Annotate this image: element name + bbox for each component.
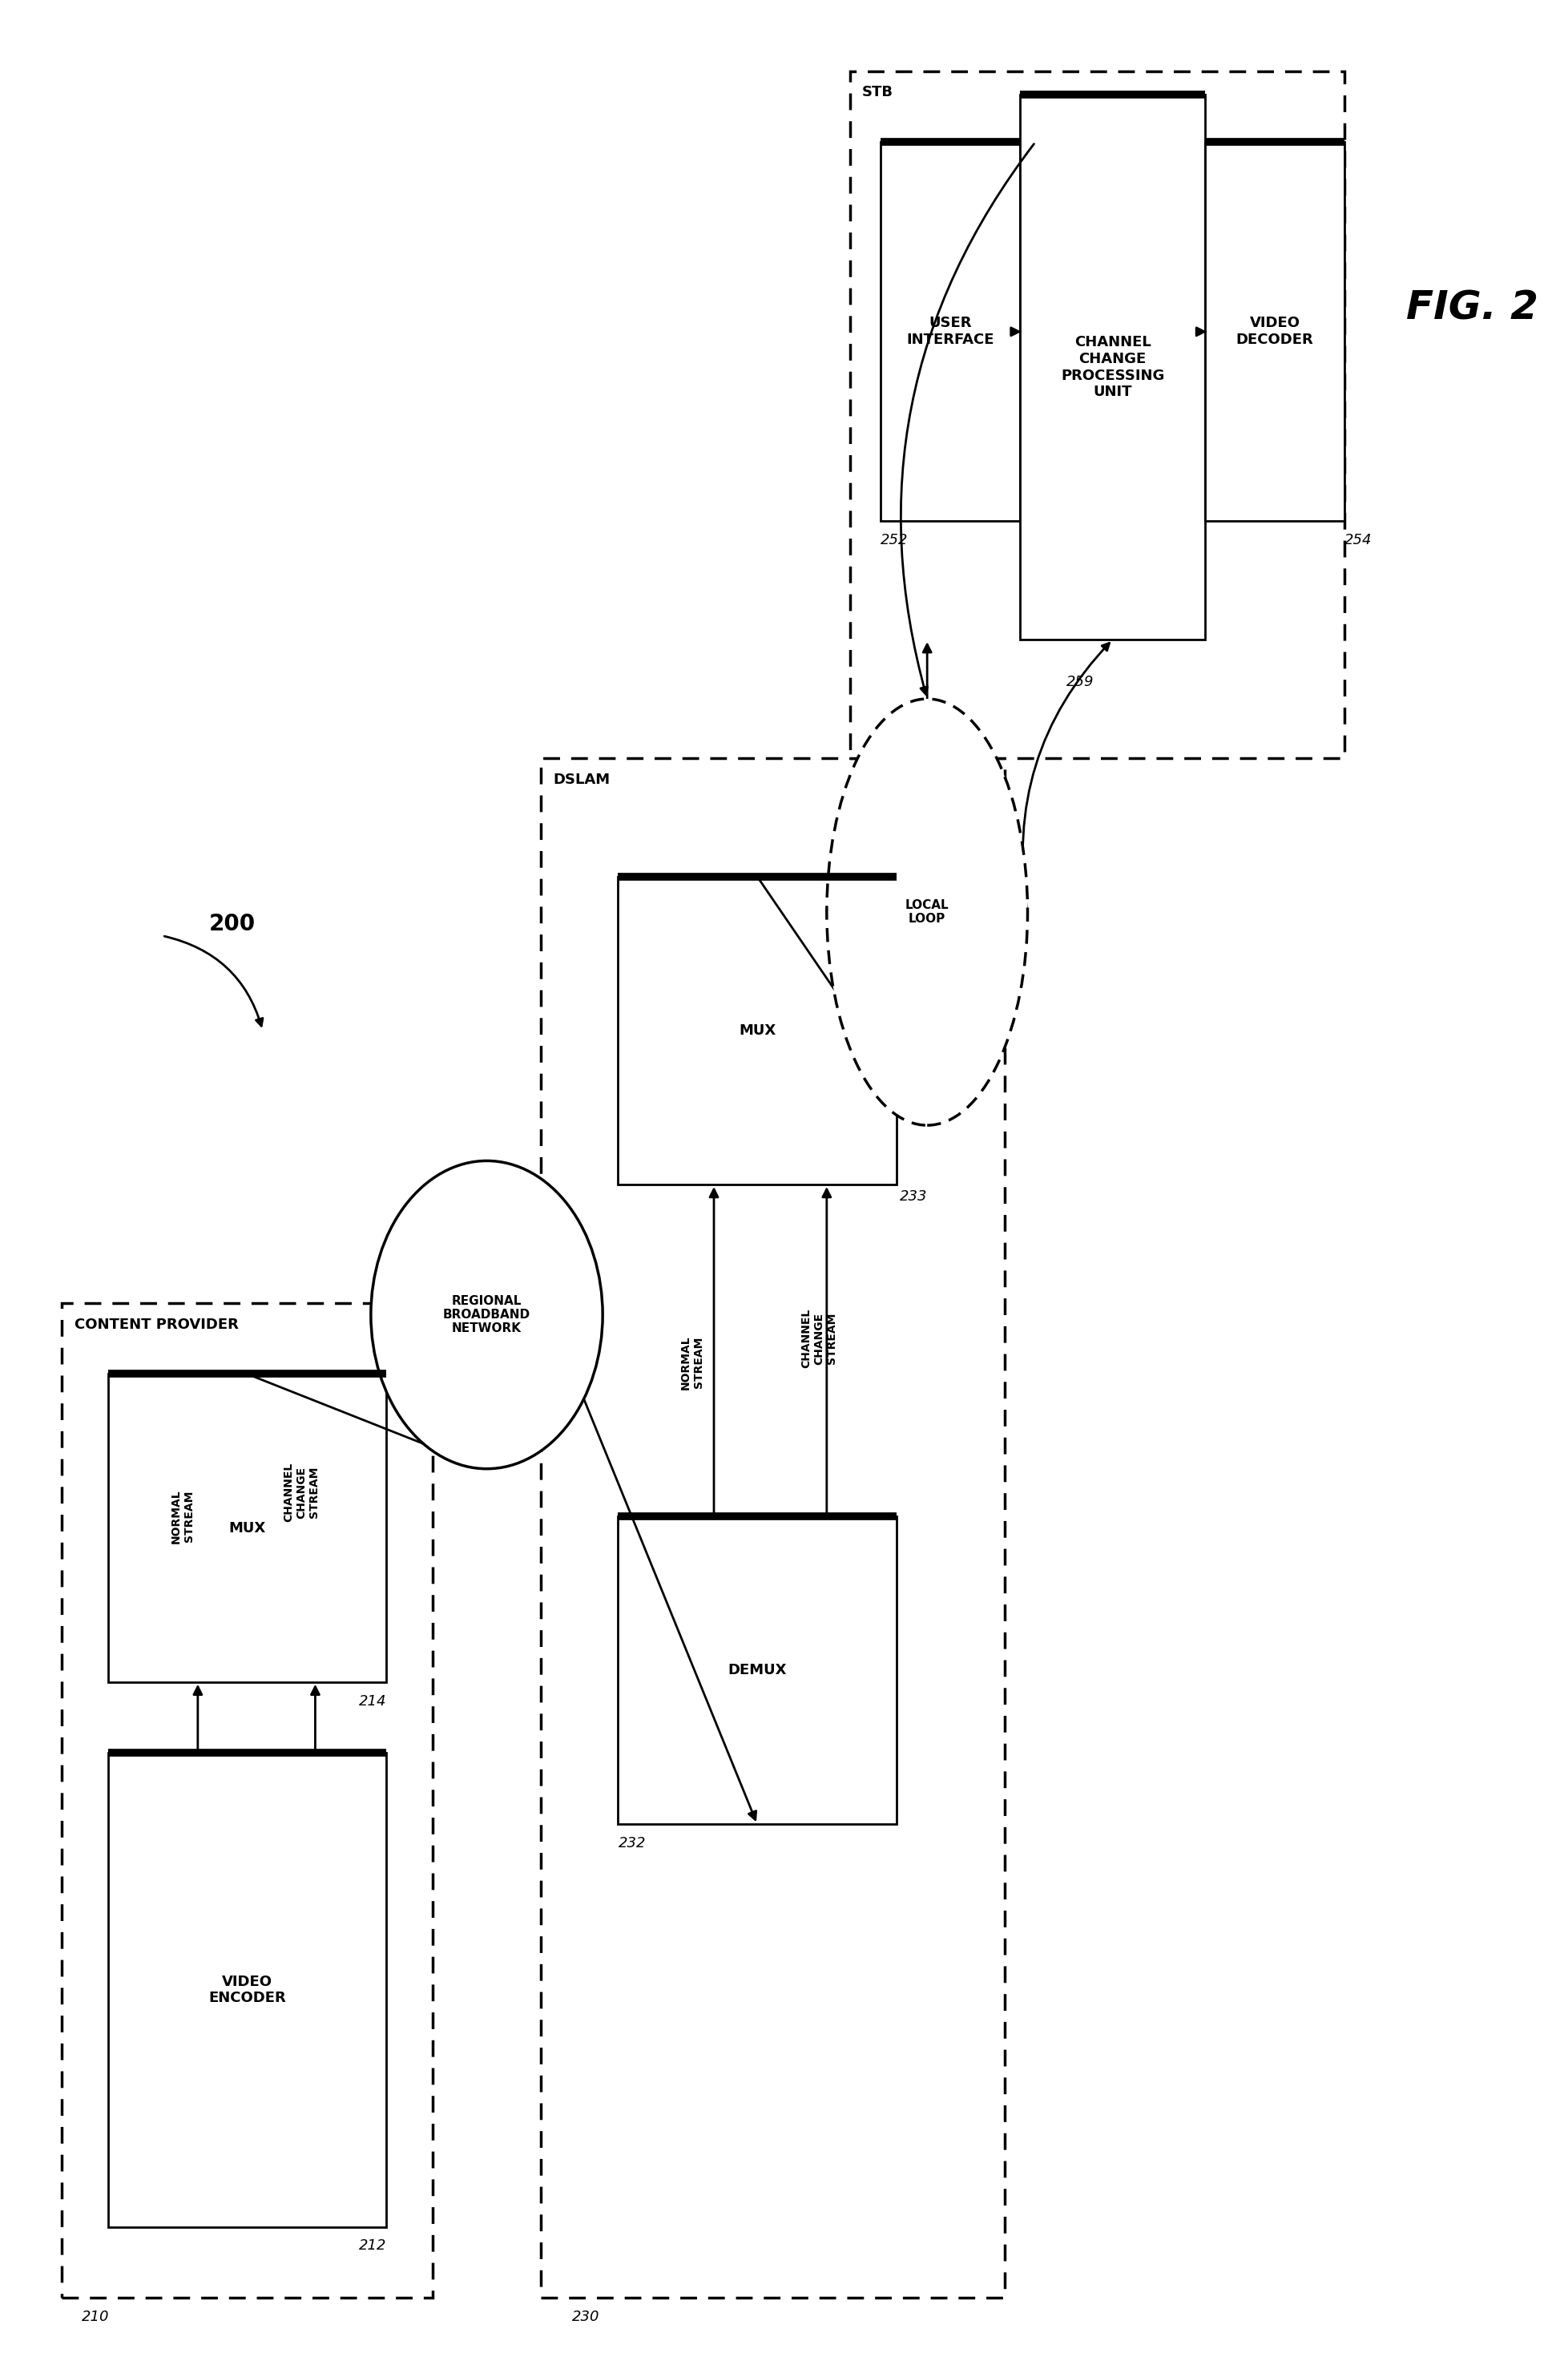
Text: 212: 212 — [359, 2239, 386, 2253]
Bar — [1206, 142, 1344, 521]
Text: 220: 220 — [554, 1315, 580, 1329]
Text: NORMAL
STREAM: NORMAL STREAM — [171, 1490, 194, 1542]
Text: 250: 250 — [878, 777, 905, 791]
Ellipse shape — [826, 699, 1027, 1125]
Text: VIDEO
ENCODER: VIDEO ENCODER — [209, 1973, 285, 2007]
Bar — [541, 758, 1005, 2298]
Text: 233: 233 — [900, 1189, 927, 1203]
Text: MUX: MUX — [739, 1023, 776, 1038]
Text: 200: 200 — [209, 912, 256, 936]
Bar — [108, 1374, 386, 1682]
Text: VIDEO
DECODER: VIDEO DECODER — [1236, 315, 1314, 348]
Text: 230: 230 — [572, 2310, 599, 2324]
Text: FIG. 2: FIG. 2 — [1406, 289, 1538, 327]
Bar — [618, 877, 897, 1184]
Text: MUX: MUX — [229, 1521, 265, 1535]
Text: CONTENT PROVIDER: CONTENT PROVIDER — [74, 1317, 238, 1331]
Bar — [1019, 95, 1206, 640]
Text: USER
INTERFACE: USER INTERFACE — [906, 315, 994, 348]
Text: CHANNEL
CHANGE
STREAM: CHANNEL CHANGE STREAM — [282, 1462, 320, 1523]
Text: JOIN/LEAVE
REQUEST: JOIN/LEAVE REQUEST — [898, 1016, 925, 1092]
Bar — [108, 1753, 386, 2227]
Text: 254: 254 — [1344, 533, 1372, 547]
Text: 259: 259 — [1066, 675, 1094, 689]
Text: DEMUX: DEMUX — [728, 1663, 787, 1677]
Text: 240: 240 — [989, 888, 1016, 903]
Bar — [881, 142, 1019, 521]
Text: STB: STB — [862, 85, 894, 99]
Text: 232: 232 — [618, 1836, 646, 1850]
Text: CHANNEL
CHANGE
PROCESSING
UNIT: CHANNEL CHANGE PROCESSING UNIT — [1062, 334, 1165, 400]
Text: NORMAL
STREAM: NORMAL STREAM — [681, 1336, 704, 1388]
Text: CHANNEL
CHANGE
STREAM: CHANNEL CHANGE STREAM — [800, 1308, 837, 1369]
Bar — [618, 1516, 897, 1824]
Text: 210: 210 — [82, 2310, 110, 2324]
Text: 214: 214 — [359, 1694, 386, 1708]
Bar — [61, 1303, 433, 2298]
Text: 252: 252 — [881, 533, 908, 547]
Ellipse shape — [372, 1161, 602, 1469]
Bar — [850, 71, 1344, 758]
Text: REGIONAL
BROADBAND
NETWORK: REGIONAL BROADBAND NETWORK — [444, 1296, 530, 1334]
Text: DSLAM: DSLAM — [554, 772, 610, 787]
Text: LOCAL
LOOP: LOCAL LOOP — [905, 900, 949, 924]
